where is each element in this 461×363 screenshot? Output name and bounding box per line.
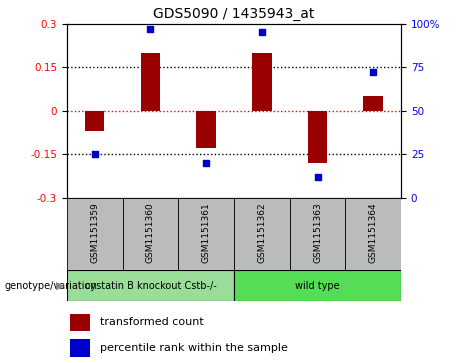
Bar bbox=[178, 198, 234, 270]
Bar bbox=[252, 53, 272, 111]
Bar bbox=[234, 270, 401, 301]
Point bbox=[147, 26, 154, 32]
Bar bbox=[141, 53, 160, 111]
Point bbox=[91, 151, 98, 157]
Text: GSM1151364: GSM1151364 bbox=[369, 202, 378, 263]
Bar bbox=[234, 198, 290, 270]
Text: GSM1151359: GSM1151359 bbox=[90, 202, 99, 263]
Text: GSM1151360: GSM1151360 bbox=[146, 202, 155, 263]
Bar bbox=[70, 339, 90, 357]
Bar bbox=[345, 198, 401, 270]
Bar bbox=[67, 270, 234, 301]
Text: GSM1151362: GSM1151362 bbox=[257, 202, 266, 263]
Title: GDS5090 / 1435943_at: GDS5090 / 1435943_at bbox=[153, 7, 315, 21]
Bar bbox=[123, 198, 178, 270]
Text: GSM1151361: GSM1151361 bbox=[201, 202, 211, 263]
Bar bbox=[85, 111, 105, 131]
Bar bbox=[363, 96, 383, 111]
Bar bbox=[196, 111, 216, 148]
Text: wild type: wild type bbox=[295, 281, 340, 291]
Point bbox=[258, 29, 266, 35]
Text: genotype/variation: genotype/variation bbox=[5, 281, 97, 291]
Text: ▶: ▶ bbox=[56, 281, 65, 291]
Bar bbox=[290, 198, 345, 270]
Text: transformed count: transformed count bbox=[100, 317, 204, 327]
Point bbox=[202, 160, 210, 166]
Point bbox=[314, 174, 321, 180]
Bar bbox=[67, 198, 123, 270]
Point bbox=[370, 69, 377, 75]
Bar bbox=[308, 111, 327, 163]
Text: cystatin B knockout Cstb-/-: cystatin B knockout Cstb-/- bbox=[84, 281, 216, 291]
Text: percentile rank within the sample: percentile rank within the sample bbox=[100, 343, 288, 353]
Text: GSM1151363: GSM1151363 bbox=[313, 202, 322, 263]
Bar bbox=[70, 314, 90, 331]
